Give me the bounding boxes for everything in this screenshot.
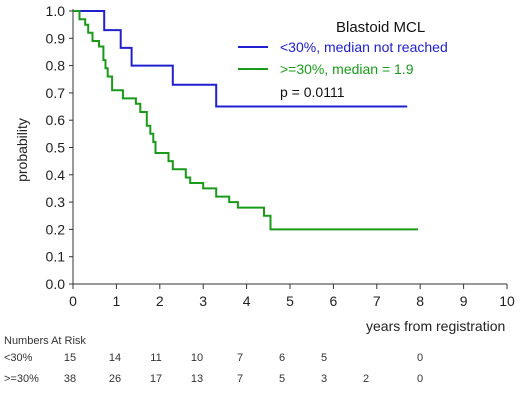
- x-tick-label: 7: [373, 293, 381, 309]
- x-tick-label: 0: [69, 293, 77, 309]
- risk-cell: 13: [191, 373, 203, 385]
- risk-cell: 6: [279, 352, 285, 364]
- risk-cell: 17: [150, 373, 162, 385]
- survival-curves: [73, 10, 418, 231]
- risk-cell: 7: [237, 352, 243, 364]
- y-tick-label: 0.3: [46, 194, 66, 210]
- risk-cell: 11: [150, 352, 161, 364]
- risk-cell: 15: [64, 352, 76, 364]
- risk-cell: 14: [109, 352, 121, 364]
- legend-label-ge30: >=30%, median = 1.9: [280, 61, 414, 77]
- x-tick-label: 2: [156, 293, 164, 309]
- x-tick-label: 5: [286, 293, 294, 309]
- risk-cell: 3: [321, 373, 327, 385]
- y-tick-label: 0.1: [46, 249, 66, 265]
- legend-title: Blastoid MCL: [336, 19, 425, 36]
- numbers-at-risk-title: Numbers At Risk: [4, 335, 86, 347]
- risk-cell: 5: [279, 373, 285, 385]
- risk-row-label: <30%: [4, 352, 33, 364]
- risk-cell: 7: [237, 373, 243, 385]
- y-tick-label: 0.6: [46, 112, 66, 128]
- x-axis-title: years from registration: [366, 318, 505, 334]
- x-tick-label: 9: [460, 293, 468, 309]
- numbers-at-risk-table: <30% 15 14 11 10 7 6 5 0 >=30% 38 26 17 13 7 5 3 2 0: [4, 352, 423, 385]
- risk-cell: 2: [363, 373, 369, 385]
- risk-cell: 26: [109, 373, 121, 385]
- risk-cell: 38: [64, 373, 76, 385]
- x-tick-label: 10: [499, 293, 515, 309]
- y-axis-title: probability: [14, 118, 30, 182]
- x-tick-labels: 0 1 2 3 4 5 6 7 8 9 10: [69, 284, 515, 309]
- legend-label-lt30: <30%, median not reached: [280, 39, 448, 55]
- y-tick-label: 0.2: [46, 221, 66, 237]
- x-tick-label: 6: [330, 293, 338, 309]
- x-tick-label: 8: [416, 293, 424, 309]
- y-tick-labels: 0.0 0.1 0.2 0.3 0.4 0.5 0.6 0.7 0.8 0.9 1.0: [46, 3, 73, 292]
- risk-cell: 10: [191, 352, 203, 364]
- risk-row-label: >=30%: [4, 373, 39, 385]
- y-tick-label: 0.7: [46, 85, 66, 101]
- y-tick-label: 0.8: [46, 58, 66, 74]
- risk-cell: 0: [417, 373, 423, 385]
- x-tick-label: 3: [199, 293, 207, 309]
- y-tick-label: 0.4: [46, 167, 66, 183]
- risk-cell: 0: [417, 352, 423, 364]
- p-value-annotation: p = 0.0111: [280, 84, 345, 100]
- y-tick-label: 0.9: [46, 30, 66, 46]
- x-tick-label: 1: [113, 293, 121, 309]
- survival-curve-1: [73, 10, 418, 231]
- x-tick-label: 4: [243, 293, 251, 309]
- survival-curve-0: [73, 10, 408, 108]
- y-tick-label: 0.0: [46, 276, 66, 292]
- y-tick-label: 0.5: [46, 140, 66, 156]
- risk-cell: 5: [321, 352, 327, 364]
- y-tick-label: 1.0: [46, 3, 66, 19]
